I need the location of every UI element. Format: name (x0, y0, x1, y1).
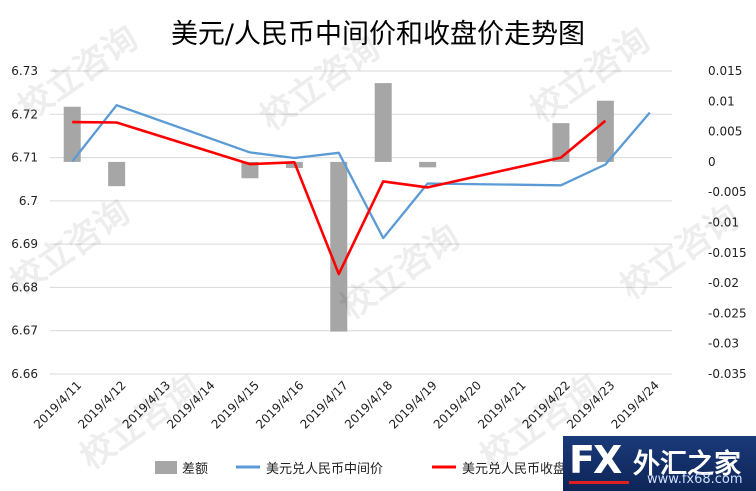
legend-label-close: 美元兑人民币收盘价 (462, 461, 579, 477)
right-tick-label: -0.01 (708, 216, 739, 230)
line-series (71, 104, 651, 276)
mid-price-line (71, 104, 651, 240)
left-tick-label: 6.68 (11, 280, 38, 294)
logo-underline (569, 481, 629, 484)
legend-label-mid: 美元兑人民币中间价 (266, 462, 383, 477)
right-tick-label: -0.035 (708, 367, 747, 381)
bar (419, 161, 437, 168)
chart-title: 美元/人民币中间价和收盘价走势图 (171, 19, 585, 50)
left-tick-label: 6.72 (11, 107, 38, 121)
logo-url: www.fx68.com (647, 472, 743, 487)
x-tick-label: 2019/4/24 (608, 378, 661, 431)
bar (241, 161, 259, 179)
legend-label-diff: 差额 (182, 462, 208, 477)
right-tick-label: 0 (708, 155, 716, 169)
right-axis: 0.015 0.01 0.005 0 -0.005 -0.01 -0.015 -0.02 -0.… (708, 64, 747, 381)
legend-swatch-diff (155, 461, 177, 474)
right-tick-label: 0.015 (708, 64, 742, 78)
bar (552, 123, 570, 162)
close-price-line (72, 119, 607, 276)
logo-brand: FX (569, 438, 622, 482)
gridlines (50, 70, 672, 375)
bar (596, 100, 614, 162)
left-tick-label: 6.66 (11, 367, 38, 381)
bar (63, 106, 81, 162)
left-tick-label: 6.7 (19, 194, 38, 208)
bar (330, 161, 348, 332)
right-tick-label: -0.025 (708, 306, 747, 320)
right-tick-label: -0.005 (708, 185, 747, 199)
left-tick-label: 6.73 (11, 64, 38, 78)
right-tick-label: -0.02 (708, 276, 739, 290)
right-tick-label: 0.01 (708, 94, 735, 108)
fx68-logo: FX 外汇之家 www.fx68.com (563, 436, 756, 491)
bar (108, 161, 126, 187)
left-tick-label: 6.67 (11, 324, 38, 338)
x-axis: 2019/4/112019/4/122019/4/132019/4/142019… (31, 378, 662, 431)
legend: 差额 美元兑人民币中间价 美元兑人民币收盘价 (155, 461, 579, 477)
bar (374, 83, 392, 162)
right-tick-label: -0.015 (708, 246, 747, 260)
right-tick-label: -0.03 (708, 337, 739, 351)
left-tick-label: 6.69 (11, 237, 38, 251)
bar-series (63, 83, 614, 332)
left-tick-label: 6.71 (11, 151, 38, 165)
right-tick-label: 0.005 (708, 125, 742, 139)
left-axis: 6.73 6.72 6.71 6.7 6.69 6.68 6.67 6.66 (11, 64, 38, 381)
logo-name: 外汇之家 (633, 449, 741, 480)
